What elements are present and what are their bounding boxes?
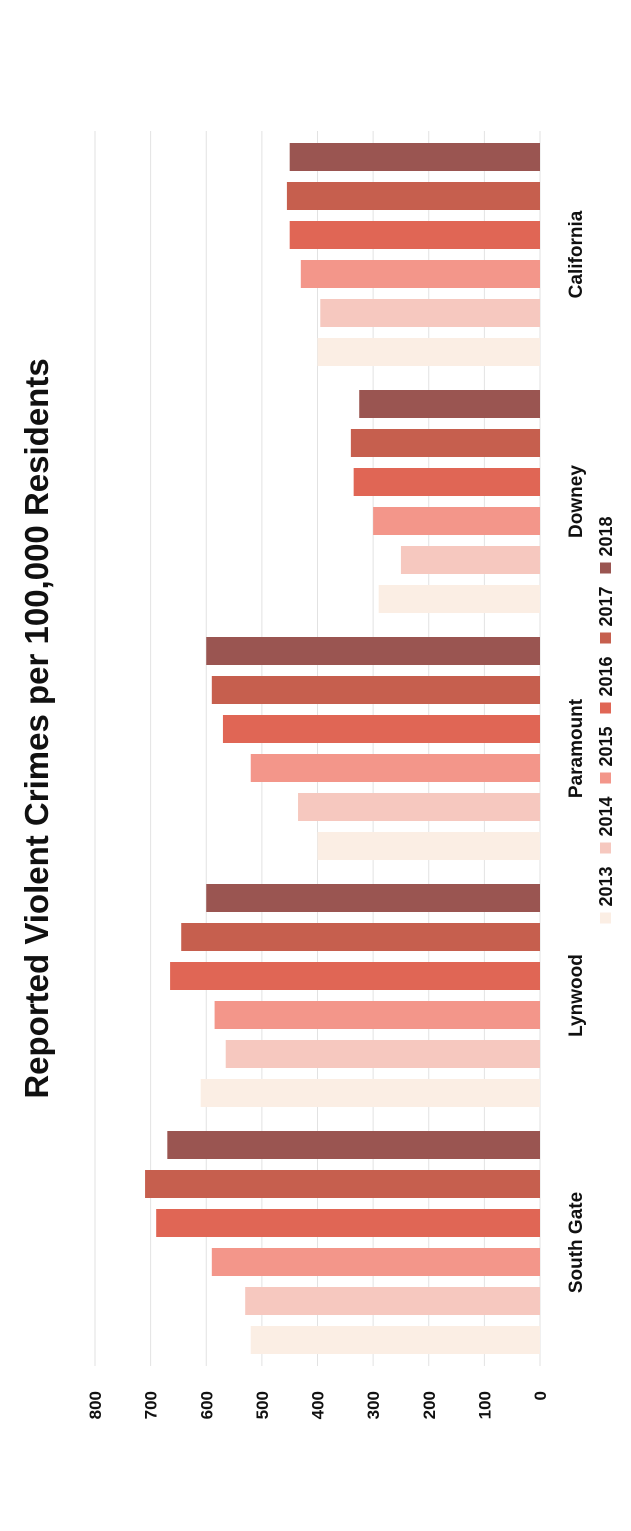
bar-california-2015: [300, 260, 540, 288]
legend-swatch-2014: [600, 842, 611, 854]
labels: Reported Violent Crimes per 100,000 Resi…: [18, 358, 55, 1098]
legend: 2013 2014 2015 2016 2017 2018: [596, 516, 616, 924]
bar-lynwood-2016: [170, 962, 540, 990]
gridlines: [94, 131, 541, 1366]
bar-california-2013: [317, 338, 540, 366]
bar-california-2014: [320, 299, 540, 327]
bar-lynwood-2013: [200, 1079, 540, 1107]
bar-paramount-2017: [211, 676, 540, 704]
bar-south-gate-2014: [245, 1287, 540, 1315]
y-tick-label: 800: [86, 1391, 105, 1419]
bar-lynwood-2018: [206, 884, 540, 912]
category-label: South Gate: [566, 1192, 587, 1293]
y-axis-ticks: 0 100 200 300 400 500 600 700 800: [86, 1391, 550, 1419]
category-label: Paramount: [566, 698, 587, 798]
y-tick-label: 100: [475, 1391, 494, 1419]
bar-downey-2016: [353, 468, 540, 496]
bar-paramount-2016: [222, 715, 540, 743]
bar-lynwood-2015: [214, 1001, 540, 1029]
bar-south-gate-2016: [156, 1209, 540, 1237]
legend-label: 2014: [596, 796, 616, 836]
legend-label: 2015: [596, 726, 616, 766]
chart-title: Reported Violent Crimes per 100,000 Resi…: [18, 358, 55, 1098]
bar-downey-2013: [378, 585, 540, 613]
y-tick-label: 700: [142, 1391, 161, 1419]
bar-california-2017: [286, 182, 540, 210]
bar-downey-2018: [359, 390, 540, 418]
legend-label: 2013: [596, 866, 616, 906]
y-tick-label: 0: [531, 1391, 550, 1400]
y-tick-label: 600: [197, 1391, 216, 1419]
legend-label: 2017: [596, 586, 616, 626]
category-labels: South Gate Lynwood Paramount Downey Californ…: [566, 210, 587, 1293]
bars: [145, 143, 540, 1354]
legend-swatch-2013: [600, 912, 611, 924]
legend-swatch-2015: [600, 772, 611, 784]
category-label: Downey: [566, 465, 587, 538]
bar-downey-2014: [400, 546, 540, 574]
bar-california-2018: [289, 143, 540, 171]
bar-lynwood-2017: [181, 923, 540, 951]
legend-label: 2018: [596, 516, 616, 556]
bar-south-gate-2013: [250, 1326, 540, 1354]
bar-downey-2017: [350, 429, 540, 457]
legend-swatch-2017: [600, 632, 611, 644]
legend-swatch-2016: [600, 702, 611, 714]
bar-lynwood-2014: [225, 1040, 540, 1068]
bar-south-gate-2015: [211, 1248, 540, 1276]
legend-label: 2016: [596, 656, 616, 696]
y-tick-label: 400: [309, 1391, 328, 1419]
category-label: California: [566, 210, 587, 298]
bar-south-gate-2017: [145, 1170, 540, 1198]
legend-swatch-2018: [600, 562, 611, 574]
y-tick-label: 500: [253, 1391, 272, 1419]
bar-paramount-2013: [317, 832, 540, 860]
bar-paramount-2014: [298, 793, 540, 821]
bar-south-gate-2018: [167, 1131, 540, 1159]
y-tick-label: 200: [420, 1391, 439, 1419]
bar-downey-2015: [373, 507, 540, 535]
bar-paramount-2018: [206, 637, 540, 665]
bar-paramount-2015: [250, 754, 540, 782]
bar-california-2016: [289, 221, 540, 249]
y-tick-label: 300: [364, 1391, 383, 1419]
category-label: Lynwood: [566, 954, 587, 1037]
